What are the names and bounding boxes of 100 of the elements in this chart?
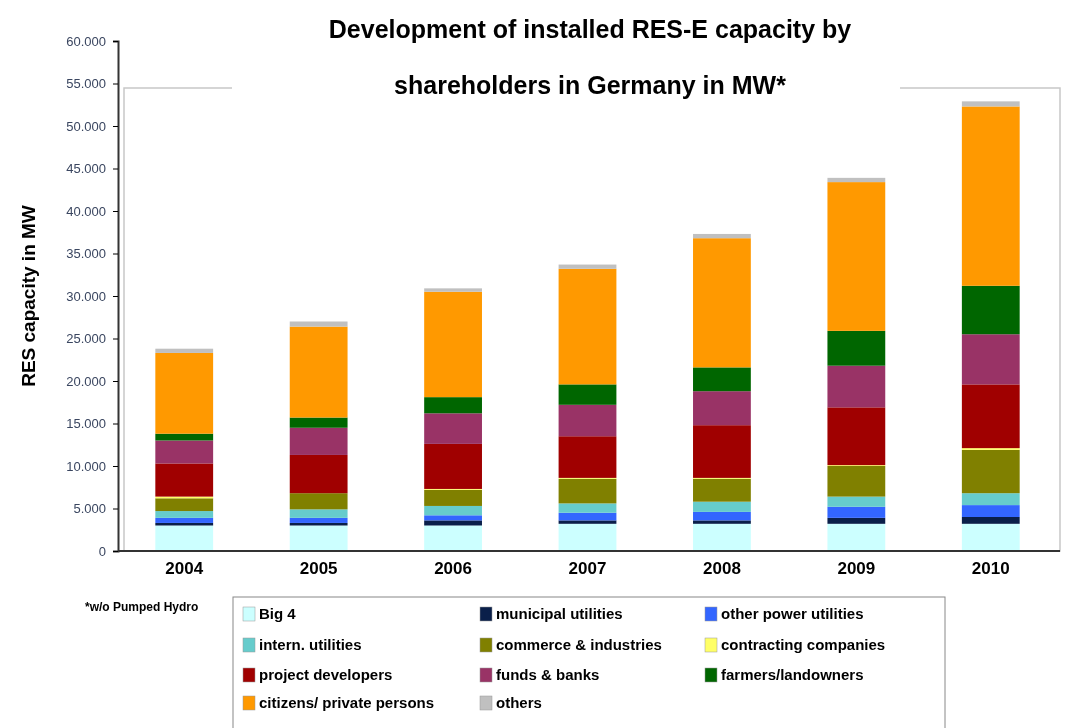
bar [155, 498, 214, 512]
x-tick-label: 2009 [837, 559, 876, 579]
bar [424, 443, 482, 489]
bar [558, 384, 617, 405]
text: *w/o Pumped Hydro [85, 600, 199, 614]
bar [961, 384, 1020, 449]
y-tick-label: 0 [98, 543, 106, 559]
bar [961, 285, 1020, 335]
bar [558, 523, 617, 551]
bar [827, 496, 886, 507]
bar [827, 365, 886, 408]
y-tick-label: 5.000 [73, 501, 106, 517]
bar [693, 501, 751, 512]
x-tick-label: 2008 [703, 559, 741, 579]
bar [693, 523, 751, 551]
bar [558, 503, 617, 513]
bar [693, 511, 751, 521]
bar [961, 505, 1020, 517]
y-tick-label: 15.000 [66, 416, 106, 432]
y-tick-label: 20.000 [66, 373, 106, 389]
bar [961, 101, 1020, 107]
bar [155, 352, 214, 434]
legend-label: Big 4 [259, 605, 297, 622]
bar [155, 433, 214, 441]
bar [289, 454, 348, 494]
bar [289, 326, 348, 418]
x-tick-label: 2007 [568, 559, 607, 579]
legend-label: others [496, 694, 542, 711]
bar [693, 478, 751, 502]
bar [155, 522, 214, 526]
y-tick-label: 35.000 [66, 246, 106, 262]
bar [558, 264, 617, 269]
bar [558, 268, 617, 385]
y-tick-label: 25.000 [66, 331, 106, 347]
bar [424, 288, 482, 292]
bar [693, 233, 751, 239]
bar [424, 515, 482, 521]
legend-label: intern. utilities [259, 636, 362, 653]
bar [827, 330, 886, 366]
bar [693, 520, 751, 524]
y-axis-title: RES capacity in MW [18, 205, 39, 387]
x-tick-label: 2004 [165, 559, 204, 579]
bar [155, 525, 214, 551]
bar [155, 348, 214, 353]
bar [827, 523, 886, 551]
bar [827, 517, 886, 524]
bar [289, 525, 348, 551]
y-tick-label: 55.000 [66, 76, 106, 92]
bar [289, 321, 348, 327]
bar [424, 397, 482, 414]
y-tick-label: 60.000 [66, 33, 106, 49]
legend-label: farmers/landowners [721, 666, 864, 683]
bar [693, 425, 751, 478]
bar [558, 512, 617, 521]
chart-title: Development of installed RES-E capacity by shareholders in Germany in MW* [328, 15, 852, 99]
bar [289, 522, 348, 526]
y-tick-label: 40.000 [66, 203, 106, 219]
x-tick-label: 2010 [971, 559, 1010, 579]
legend-label: contracting companies [721, 636, 886, 653]
legend-label: citizens/ private persons [259, 694, 435, 711]
legend-label: project developers [259, 666, 393, 683]
bar [289, 509, 348, 518]
bar [155, 440, 214, 464]
y-tick-label: 30.000 [66, 288, 106, 304]
x-tick-label: 2005 [299, 559, 338, 579]
bar [827, 177, 886, 183]
bar [961, 106, 1020, 286]
bar [289, 427, 348, 455]
bar [961, 523, 1020, 551]
bar [693, 238, 751, 368]
bar [693, 367, 751, 392]
bar [558, 478, 617, 504]
bar [424, 413, 482, 444]
bar [827, 407, 886, 466]
legend-label: funds & banks [496, 666, 600, 683]
bar [558, 520, 617, 524]
legend-label: municipal utilities [496, 605, 623, 622]
bar [827, 506, 886, 518]
y-tick-label: 10.000 [66, 458, 106, 474]
bar [424, 520, 482, 526]
bar [558, 404, 617, 437]
y-tick-label: 50.000 [66, 118, 106, 134]
y-tick-label: 45.000 [66, 161, 106, 177]
bar [155, 463, 214, 497]
bar [961, 493, 1020, 506]
bar [289, 517, 348, 523]
bar [155, 511, 214, 518]
legend-label: other power utilities [721, 605, 864, 622]
bar [961, 517, 1020, 524]
bar [424, 505, 482, 516]
x-tick-label: 2006 [434, 559, 472, 579]
legend-label: commerce & industries [496, 636, 662, 653]
bar [827, 466, 886, 497]
bar [558, 436, 617, 478]
bar [961, 449, 1020, 494]
bar [289, 417, 348, 428]
bar [289, 493, 348, 510]
bar [155, 517, 214, 523]
bar [424, 489, 482, 506]
bar [693, 391, 751, 426]
